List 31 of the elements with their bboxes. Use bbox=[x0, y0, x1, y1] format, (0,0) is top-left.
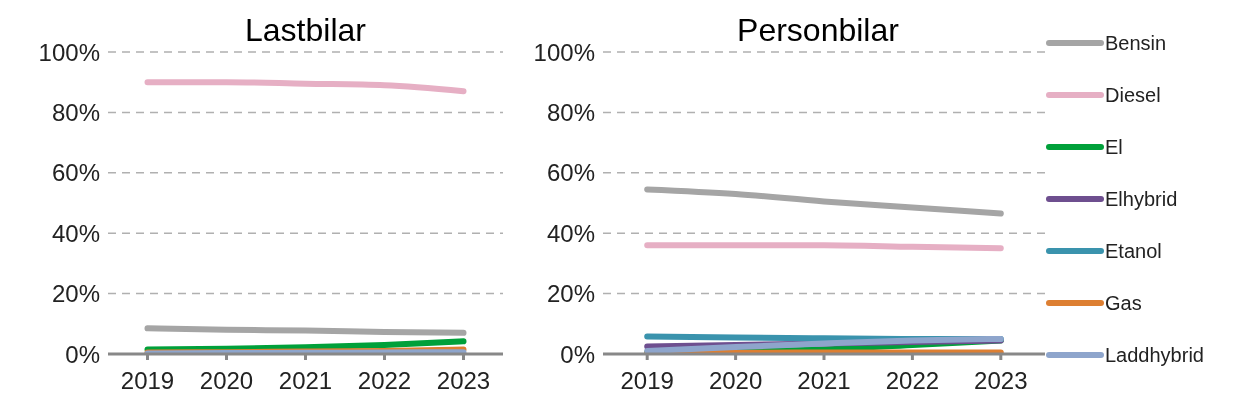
chart-title: Personbilar bbox=[736, 12, 900, 49]
legend-label: Bensin bbox=[1105, 31, 1167, 55]
legend-label: El bbox=[1105, 135, 1123, 159]
y-tick-label: 80% bbox=[51, 98, 100, 126]
y-tick-label: 80% bbox=[546, 98, 595, 126]
x-tick-label: 2022 bbox=[357, 367, 412, 395]
legend-label: Laddhybrid bbox=[1105, 343, 1204, 367]
x-tick-label: 2019 bbox=[120, 367, 175, 395]
legend-label: Gas bbox=[1105, 291, 1142, 315]
legend-label: Etanol bbox=[1105, 239, 1162, 263]
y-tick-label: 0% bbox=[65, 340, 100, 368]
x-tick-label: 2021 bbox=[797, 367, 851, 395]
x-tick-label: 2020 bbox=[708, 367, 763, 395]
y-tick-label: 60% bbox=[51, 159, 100, 187]
y-tick-label: 100% bbox=[533, 38, 595, 66]
x-tick-label: 2023 bbox=[436, 367, 491, 395]
legend-label: Diesel bbox=[1105, 83, 1161, 107]
y-tick-label: 20% bbox=[546, 280, 595, 308]
x-tick-label: 2021 bbox=[278, 367, 333, 395]
y-tick-label: 100% bbox=[38, 38, 100, 66]
y-tick-label: 40% bbox=[546, 219, 595, 247]
y-tick-label: 0% bbox=[560, 340, 595, 368]
y-tick-label: 40% bbox=[51, 219, 100, 247]
x-tick-label: 2020 bbox=[199, 367, 254, 395]
x-tick-label: 2023 bbox=[974, 367, 1028, 395]
y-tick-label: 20% bbox=[51, 280, 100, 308]
x-tick-label: 2022 bbox=[885, 367, 940, 395]
chart-title: Lastbilar bbox=[244, 12, 367, 49]
y-tick-label: 60% bbox=[546, 159, 595, 187]
legend-label: Elhybrid bbox=[1105, 187, 1178, 211]
x-tick-label: 2019 bbox=[620, 367, 674, 395]
